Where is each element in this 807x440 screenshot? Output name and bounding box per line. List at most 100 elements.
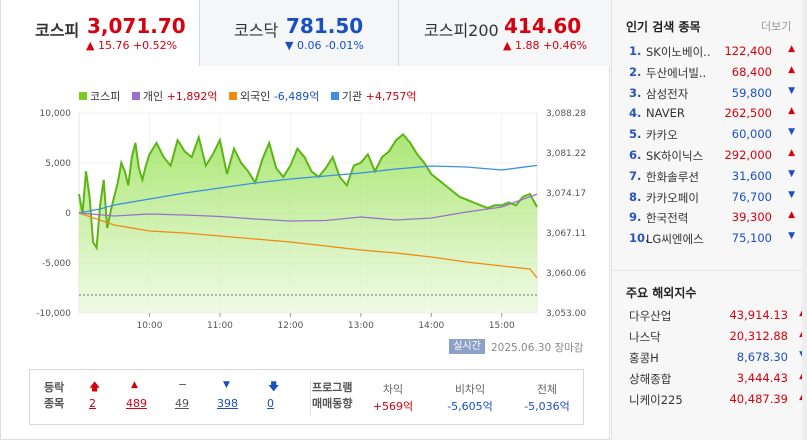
world-index-name: 홍콩H — [629, 351, 659, 365]
popular-item[interactable]: 6. SK하이닉스 292,000 ▲ — [626, 145, 806, 165]
popular-name: 삼성전자 — [646, 86, 689, 101]
tab-kosdaq[interactable]: 코스닥 781.50 ▼ 0.06 -0.01% — [199, 0, 398, 66]
scrollbar[interactable] — [802, 0, 807, 440]
kospi-area — [79, 134, 537, 313]
world-index-name: 니케이225 — [629, 393, 683, 407]
tab-kosdaq-value: 781.50 — [286, 14, 364, 38]
world-index-value: 43,914.13 — [729, 308, 788, 322]
y-right-tick-label: 3,053.00 — [546, 309, 586, 319]
popular-name: NAVER — [646, 106, 685, 121]
program-arb-head: 차익 — [382, 383, 404, 396]
program-label-1: 프로그램 — [312, 381, 353, 394]
institution-line — [78, 164, 538, 214]
up-arrow-icon: ▲ — [788, 210, 795, 221]
upper-limit-icon: 🡅 — [89, 380, 101, 393]
breadth-divider — [310, 380, 311, 416]
up-count[interactable]: 489 — [126, 397, 147, 410]
breadth-label-1: 등락 — [44, 381, 65, 394]
x-tick-label: 15:00 — [489, 321, 515, 331]
chart-timestamp: 2025.06.30 장마감 — [491, 342, 584, 354]
popular-rank: 10. — [629, 231, 650, 246]
legend-kospi: 코스피 — [90, 90, 121, 103]
up-icon: ▲ — [131, 380, 138, 390]
tab-kospi[interactable]: 코스피 3,071.70 ▲ 15.76 +0.52% — [1, 0, 199, 67]
intraday-chart: 10,000 5,000 0 -5,000 -10,000 3,088.28 3,081.2… — [36, 109, 586, 331]
up-arrow-icon: ▲ — [503, 39, 515, 52]
popular-price: 59,800 — [731, 85, 772, 100]
popular-price: 39,300 — [731, 210, 772, 225]
x-tick-label: 10:00 — [136, 321, 162, 331]
more-link[interactable]: 더보기 — [761, 20, 792, 33]
market-panel: 코스피 3,071.70 ▲ 15.76 +0.52% 코스닥 781.50 ▼… — [0, 0, 611, 440]
tab-kosdaq-change: ▼ 0.06 -0.01% — [285, 39, 364, 52]
popular-item[interactable]: 4. NAVER 262,500 ▲ — [626, 103, 806, 123]
x-tick-label: 13:00 — [348, 321, 374, 331]
program-arb-value: +569억 — [372, 400, 414, 413]
popular-name: 한화솔루션 — [646, 169, 699, 184]
world-index-value: 20,312.88 — [729, 329, 788, 343]
program-nonarb-head: 비차익 — [454, 383, 486, 396]
popular-item[interactable]: 7. 한화솔루션 31,600 ▼ — [626, 166, 806, 186]
popular-item[interactable]: 2. 두산에너빌.. 68,400 ▲ — [626, 62, 806, 82]
flat-count[interactable]: 49 — [175, 397, 189, 410]
popular-item[interactable]: 8. 카카오페이 76,700 ▼ — [626, 187, 806, 207]
tab-kospi-change-text: 15.76 +0.52% — [97, 39, 178, 52]
program-total-head: 전체 — [536, 383, 558, 396]
popular-price: 76,700 — [731, 189, 772, 204]
breadth-label-2: 종목 — [44, 397, 65, 410]
legend-foreign-value: -6,489억 — [273, 90, 320, 103]
foreign-line — [78, 212, 538, 279]
lower-limit-count[interactable]: 0 — [267, 397, 274, 410]
popular-name: 두산에너빌.. — [646, 65, 707, 80]
y-right-tick-label: 3,088.28 — [546, 109, 586, 119]
world-index-name: 다우산업 — [629, 309, 672, 323]
world-index-name: 상해종합 — [629, 372, 672, 386]
index-tabs: 코스피 3,071.70 ▲ 15.76 +0.52% 코스닥 781.50 ▼… — [1, 0, 611, 67]
tab-kospi-change: ▲ 15.76 +0.52% — [86, 39, 177, 52]
tab-kospi-name: 코스피 — [35, 21, 80, 40]
legend-individual: 개인 — [142, 90, 164, 103]
popular-item[interactable]: 3. 삼성전자 59,800 ▼ — [626, 83, 806, 103]
popular-name: SK이노베이.. — [646, 45, 711, 59]
popular-price: 122,400 — [724, 44, 772, 58]
y-left-tick-label: -5,000 — [42, 259, 71, 269]
popular-price: 75,100 — [731, 231, 772, 246]
world-index-name: 나스닥 — [629, 330, 661, 344]
popular-name: 카카오페이 — [646, 190, 699, 205]
tab-kospi200[interactable]: 코스피200 414.60 ▲ 1.88 +0.46% — [398, 0, 611, 66]
individual-line — [78, 193, 538, 222]
popular-rank: 2. — [629, 64, 642, 79]
tab-kospi-value: 3,071.70 — [87, 14, 186, 38]
kospi-line — [78, 133, 538, 251]
up-arrow-icon: ▲ — [788, 44, 795, 54]
tab-kospi200-value: 414.60 — [504, 14, 582, 38]
popular-item[interactable]: 10. LG씨엔에스 75,100 ▼ — [626, 228, 806, 248]
popular-name: SK하이닉스 — [646, 149, 704, 163]
popular-item[interactable]: 5. 카카오 60,000 ▼ — [626, 124, 806, 144]
popular-price: 31,600 — [731, 168, 772, 183]
program-nonarb-value: -5,605억 — [447, 400, 493, 413]
y-left-tick-label: 0 — [65, 209, 71, 219]
tab-kosdaq-name: 코스닥 — [234, 21, 279, 40]
realtime-badge[interactable]: 실시간 — [449, 339, 485, 354]
tab-kospi200-change-text: 1.88 +0.46% — [514, 39, 588, 52]
side-divider — [612, 270, 807, 271]
down-arrow-icon: ▼ — [788, 85, 795, 96]
popular-item[interactable]: 1. SK이노베이.. 122,400 ▲ — [626, 41, 806, 61]
x-tick-label: 12:00 — [277, 321, 303, 331]
popular-rank: 7. — [629, 168, 642, 183]
upper-limit-count[interactable]: 2 — [89, 397, 96, 410]
world-index-value: 40,487.39 — [729, 392, 788, 406]
down-arrow-icon: ▼ — [788, 168, 795, 179]
foreign-legend-swatch — [228, 92, 237, 100]
down-count[interactable]: 398 — [217, 397, 238, 410]
popular-item[interactable]: 9. 한국전력 39,300 ▲ — [626, 207, 806, 227]
legend-individual-value: +1,892억 — [166, 90, 218, 103]
popular-rank: 1. — [629, 44, 642, 58]
popular-title: 인기 검색 종목 — [626, 20, 701, 34]
